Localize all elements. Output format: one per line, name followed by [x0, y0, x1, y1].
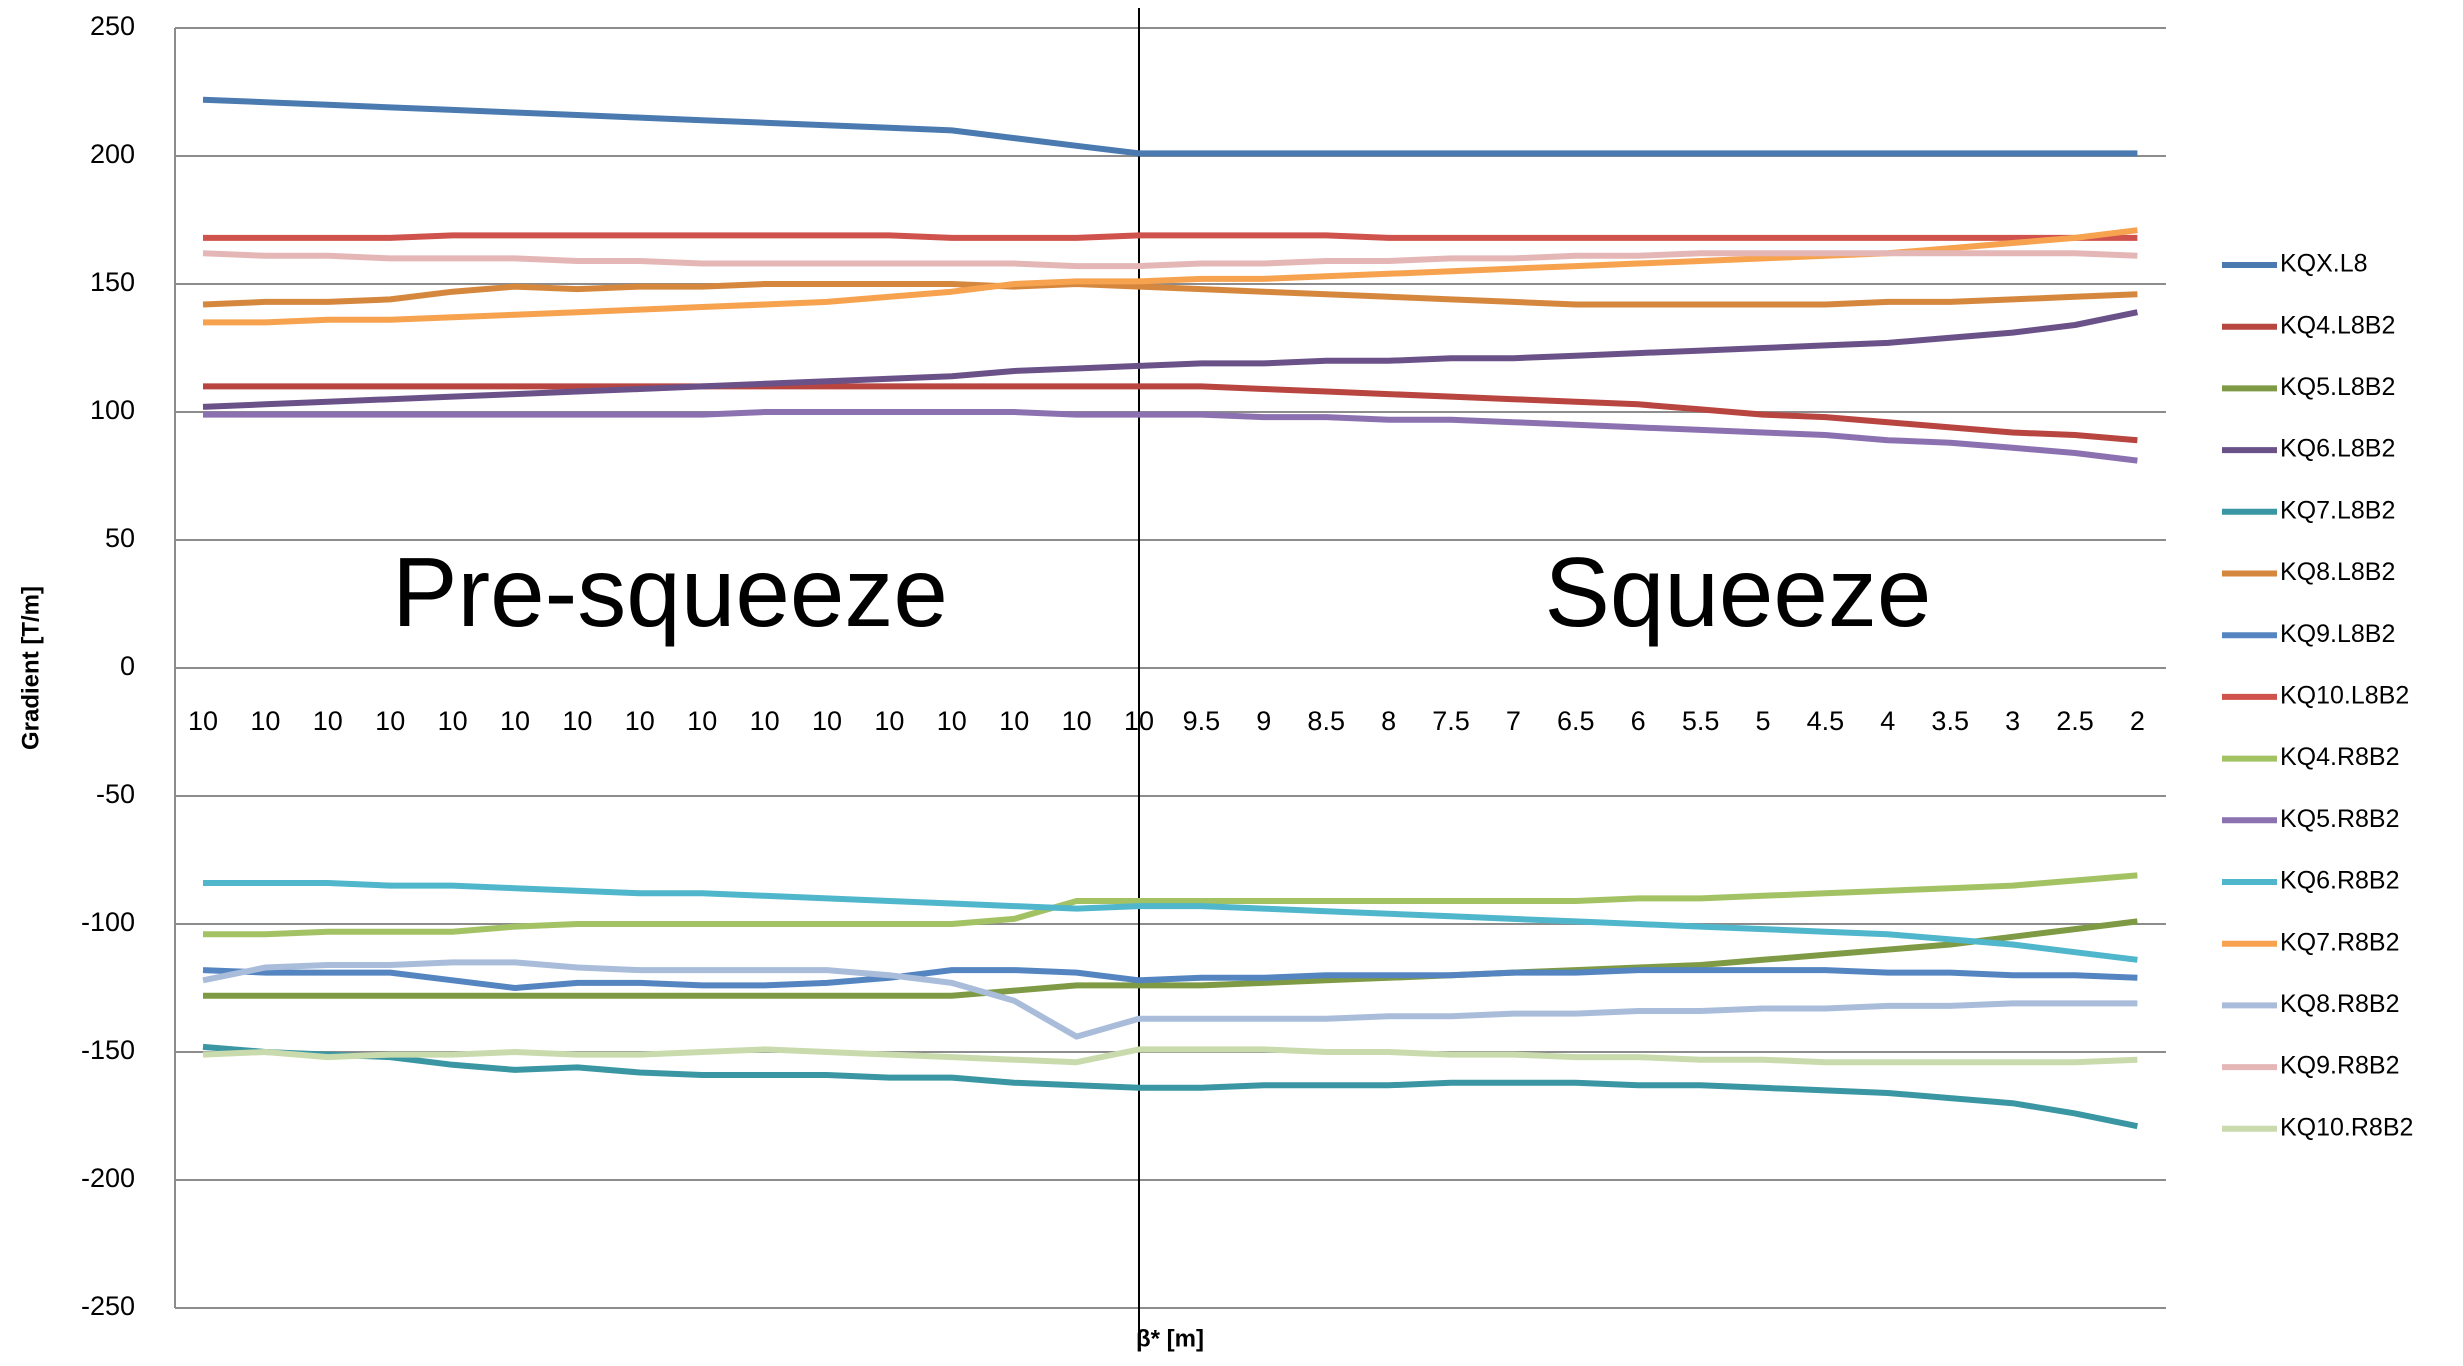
x-tick-label: 4	[1880, 706, 1895, 736]
legend-label: KQ4.L8B2	[2280, 311, 2395, 339]
x-tick-label: 10	[188, 706, 218, 736]
x-tick-label: 10	[313, 706, 343, 736]
legend-label: KQ9.L8B2	[2280, 620, 2395, 648]
x-tick-label: 7	[1506, 706, 1521, 736]
x-tick-label: 10	[937, 706, 967, 736]
legend-label: KQ6.R8B2	[2280, 867, 2400, 895]
annotation: Pre-squeeze	[392, 537, 948, 647]
series-line	[203, 409, 2138, 464]
x-tick-label: 10	[874, 706, 904, 736]
series-line	[203, 918, 2138, 999]
legend-label: KQX.L8	[2280, 250, 2368, 278]
x-tick-label: 10	[1124, 706, 1154, 736]
legend-label: KQ7.L8B2	[2280, 496, 2395, 524]
x-tick-label: 8	[1381, 706, 1396, 736]
x-tick-label: 7.5	[1432, 706, 1470, 736]
x-tick-label: 10	[999, 706, 1029, 736]
y-axis-title: Gradient [T/m]	[17, 586, 44, 750]
legend-label: KQ10.R8B2	[2280, 1113, 2413, 1141]
series-line	[202, 96, 2138, 157]
series-line	[202, 281, 2138, 308]
x-tick-label: 3	[2005, 706, 2020, 736]
y-tick-label: 250	[90, 11, 135, 41]
series-line	[202, 967, 2138, 991]
x-tick-label: 6	[1631, 706, 1646, 736]
x-tick-label: 2	[2130, 706, 2145, 736]
x-tick-label: 5.5	[1682, 706, 1720, 736]
x-tick-label: 3.5	[1931, 706, 1969, 736]
x-tick-label: 10	[562, 706, 592, 736]
x-tick-label: 10	[687, 706, 717, 736]
y-tick-label: -200	[81, 1163, 135, 1193]
y-tick-label: -50	[96, 779, 135, 809]
legend-label: KQ10.L8B2	[2280, 682, 2409, 710]
x-tick-label: 10	[500, 706, 530, 736]
legend-label: KQ8.R8B2	[2280, 990, 2400, 1018]
y-tick-label: -150	[81, 1035, 135, 1065]
x-tick-label: 5	[1755, 706, 1770, 736]
series-line	[202, 250, 2138, 270]
legend-label: KQ7.R8B2	[2280, 928, 2400, 956]
x-tick-label: 9.5	[1183, 706, 1221, 736]
x-tick-label: 2.5	[2056, 706, 2094, 736]
series-line	[202, 309, 2139, 410]
x-tick-label: 10	[625, 706, 655, 736]
x-tick-label: 10	[438, 706, 468, 736]
legend-label: KQ5.L8B2	[2280, 373, 2395, 401]
x-axis-title: β* [m]	[1136, 1325, 1204, 1352]
y-tick-label: 100	[90, 395, 135, 425]
x-tick-label: 10	[750, 706, 780, 736]
y-tick-label: 0	[120, 651, 135, 681]
x-tick-label: 6.5	[1557, 706, 1595, 736]
y-tick-label: 50	[105, 523, 135, 553]
legend-label: KQ6.L8B2	[2280, 435, 2395, 463]
y-tick-label: -250	[81, 1291, 135, 1321]
y-tick-label: 150	[90, 267, 135, 297]
series-line	[203, 872, 2138, 938]
legend-label: KQ5.R8B2	[2280, 805, 2400, 833]
x-tick-label: 10	[250, 706, 280, 736]
series-line	[203, 383, 2138, 444]
x-tick-label: 10	[375, 706, 405, 736]
y-tick-label: 200	[90, 139, 135, 169]
y-tick-label: -100	[81, 907, 135, 937]
x-tick-label: 8.5	[1307, 706, 1345, 736]
series-line	[202, 1043, 2139, 1130]
series-line	[203, 232, 2138, 241]
series-line	[202, 1046, 2138, 1066]
series-line	[203, 227, 2138, 326]
legend-label: KQ4.R8B2	[2280, 743, 2400, 771]
annotation: Squeeze	[1545, 537, 1932, 647]
x-tick-label: 4.5	[1807, 706, 1845, 736]
x-tick-label: 9	[1256, 706, 1271, 736]
x-tick-label: 10	[812, 706, 842, 736]
series-line	[203, 880, 2138, 963]
legend-label: KQ8.L8B2	[2280, 558, 2395, 586]
series-line	[202, 959, 2138, 1040]
x-tick-label: 10	[1062, 706, 1092, 736]
legend-label: KQ9.R8B2	[2280, 1052, 2400, 1080]
